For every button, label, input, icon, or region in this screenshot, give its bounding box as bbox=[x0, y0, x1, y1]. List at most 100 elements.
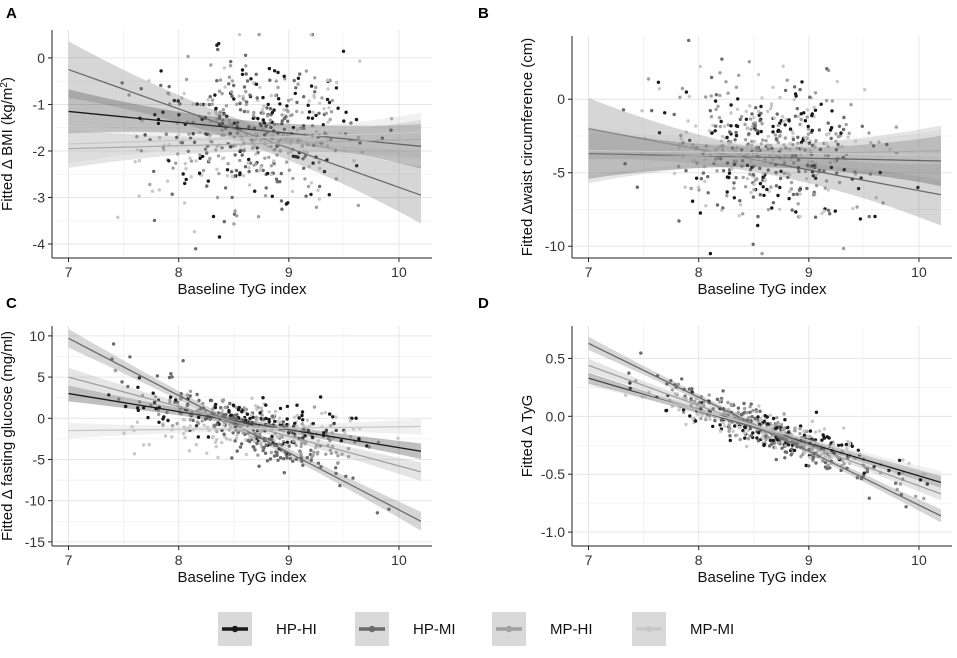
data-point bbox=[184, 177, 188, 182]
data-point bbox=[848, 461, 852, 466]
data-point bbox=[183, 436, 187, 440]
data-point bbox=[334, 177, 338, 181]
data-point bbox=[785, 153, 789, 158]
data-point bbox=[208, 133, 212, 137]
data-point bbox=[313, 90, 317, 94]
data-point bbox=[774, 137, 778, 141]
data-point bbox=[179, 397, 183, 401]
data-point bbox=[311, 453, 315, 458]
data-point bbox=[178, 407, 182, 411]
data-point bbox=[269, 438, 274, 442]
data-point bbox=[681, 410, 686, 414]
data-point bbox=[771, 416, 776, 421]
fitted-line bbox=[588, 379, 942, 478]
x-tick-label: 8 bbox=[175, 264, 183, 280]
data-point bbox=[813, 91, 818, 95]
data-point bbox=[282, 133, 286, 137]
data-point bbox=[314, 85, 318, 90]
data-point bbox=[795, 106, 799, 111]
data-point bbox=[894, 481, 898, 485]
data-point bbox=[229, 90, 234, 94]
data-point bbox=[780, 440, 784, 444]
data-point bbox=[117, 397, 121, 401]
data-point bbox=[829, 136, 833, 141]
y-tick-label: 10 bbox=[29, 328, 45, 344]
data-point bbox=[285, 160, 289, 164]
data-point bbox=[265, 459, 270, 463]
data-point bbox=[289, 149, 293, 154]
data-point bbox=[264, 186, 268, 190]
data-point bbox=[206, 98, 210, 102]
data-point bbox=[309, 84, 314, 88]
data-point bbox=[161, 423, 165, 427]
data-point bbox=[812, 105, 816, 110]
data-point bbox=[166, 91, 170, 95]
data-point bbox=[249, 77, 253, 81]
data-point bbox=[828, 160, 832, 165]
data-point bbox=[349, 435, 353, 439]
data-point bbox=[727, 429, 731, 433]
data-point bbox=[280, 119, 284, 123]
data-point bbox=[232, 416, 236, 420]
data-point bbox=[743, 185, 748, 189]
data-point bbox=[300, 413, 304, 418]
data-point bbox=[697, 188, 701, 192]
data-point bbox=[877, 140, 881, 144]
data-point bbox=[240, 418, 244, 422]
data-point bbox=[214, 402, 218, 407]
scatter-points bbox=[107, 342, 400, 515]
data-point bbox=[299, 126, 303, 130]
data-point bbox=[325, 78, 330, 82]
data-point bbox=[628, 386, 632, 391]
data-point bbox=[775, 415, 779, 420]
data-point bbox=[745, 163, 750, 167]
data-point bbox=[771, 438, 775, 443]
data-point bbox=[678, 95, 682, 100]
data-point bbox=[232, 121, 236, 125]
data-point bbox=[222, 219, 226, 224]
data-point bbox=[830, 109, 834, 113]
data-point bbox=[269, 125, 273, 130]
data-point bbox=[826, 154, 830, 158]
data-point bbox=[265, 171, 270, 176]
data-point bbox=[167, 375, 172, 380]
data-point bbox=[821, 433, 825, 437]
data-point bbox=[263, 194, 268, 198]
data-point bbox=[336, 454, 340, 458]
data-point bbox=[716, 145, 721, 149]
data-point bbox=[707, 129, 712, 133]
data-point bbox=[328, 79, 332, 83]
data-point bbox=[789, 187, 794, 191]
data-point bbox=[774, 422, 778, 427]
data-point bbox=[165, 410, 169, 415]
data-point bbox=[862, 471, 866, 475]
panel-label: D bbox=[478, 295, 489, 312]
data-point bbox=[185, 393, 190, 397]
data-point bbox=[768, 107, 773, 111]
data-point bbox=[743, 431, 747, 435]
data-point bbox=[179, 392, 183, 396]
data-point bbox=[328, 117, 332, 122]
data-point bbox=[728, 434, 732, 438]
data-point bbox=[813, 430, 818, 434]
data-point bbox=[788, 148, 792, 152]
data-point bbox=[155, 374, 160, 378]
data-point bbox=[248, 93, 252, 97]
data-point bbox=[261, 168, 265, 173]
data-point bbox=[756, 131, 760, 136]
data-point bbox=[684, 130, 688, 134]
data-point bbox=[792, 448, 797, 453]
data-point bbox=[847, 131, 851, 135]
series-mp-hi bbox=[68, 119, 422, 169]
y-tick-label: -10 bbox=[25, 493, 45, 509]
data-point bbox=[227, 122, 231, 127]
data-point bbox=[721, 389, 725, 393]
data-point bbox=[783, 123, 787, 127]
data-point bbox=[270, 434, 274, 438]
data-point bbox=[346, 447, 351, 451]
data-point bbox=[723, 411, 727, 415]
data-point bbox=[189, 159, 194, 163]
data-point bbox=[215, 429, 219, 434]
data-point bbox=[813, 165, 817, 170]
data-point bbox=[245, 79, 250, 83]
